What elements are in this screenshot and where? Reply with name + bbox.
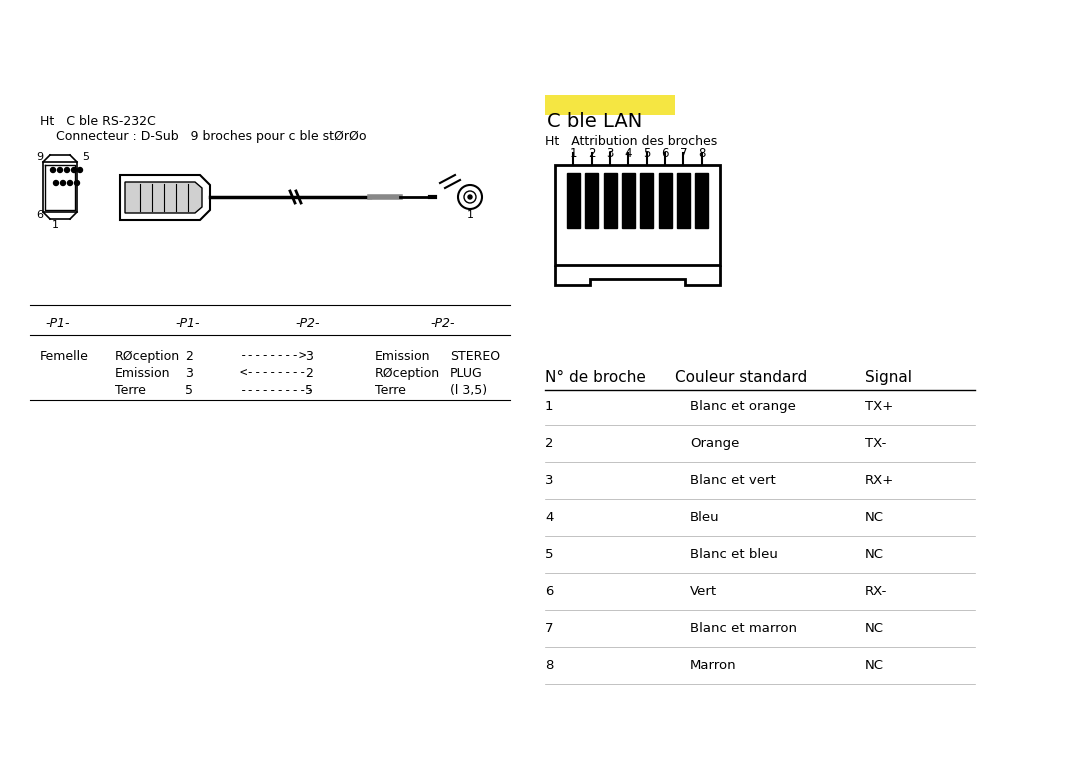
Text: NC: NC <box>865 659 885 672</box>
Text: 7: 7 <box>679 147 687 160</box>
Text: -------->: --------> <box>240 350 308 363</box>
Text: 4: 4 <box>624 147 632 160</box>
Circle shape <box>78 168 82 172</box>
Polygon shape <box>696 173 708 228</box>
Text: Ht   Attribution des broches: Ht Attribution des broches <box>545 135 717 148</box>
Text: -P1-: -P1- <box>45 317 69 330</box>
Text: Signal: Signal <box>865 370 912 385</box>
Text: 5: 5 <box>82 152 89 162</box>
Text: 2: 2 <box>305 367 313 380</box>
Text: Orange: Orange <box>690 437 740 450</box>
Text: 9: 9 <box>36 152 43 162</box>
Polygon shape <box>622 173 635 228</box>
Text: Bleu: Bleu <box>690 511 719 524</box>
Text: RØception: RØception <box>375 367 441 380</box>
Text: ----------: ---------- <box>240 384 315 397</box>
Text: 2: 2 <box>588 147 595 160</box>
Circle shape <box>75 181 80 185</box>
Text: STEREO: STEREO <box>450 350 500 363</box>
Text: 7: 7 <box>545 622 554 635</box>
Text: -P1-: -P1- <box>175 317 200 330</box>
Polygon shape <box>640 173 653 228</box>
Text: Connecteur : D-Sub   9 broches pour c ble stØrØo: Connecteur : D-Sub 9 broches pour c ble … <box>40 130 366 143</box>
FancyBboxPatch shape <box>545 95 675 115</box>
Polygon shape <box>604 173 617 228</box>
Text: 1: 1 <box>52 220 58 230</box>
Text: 8: 8 <box>545 659 553 672</box>
Text: 3: 3 <box>185 367 193 380</box>
Circle shape <box>67 181 72 185</box>
Circle shape <box>60 181 66 185</box>
Text: 1: 1 <box>569 147 577 160</box>
Text: NC: NC <box>865 511 885 524</box>
Polygon shape <box>585 173 598 228</box>
Text: Blanc et orange: Blanc et orange <box>690 400 796 413</box>
Text: -P2-: -P2- <box>430 317 455 330</box>
Polygon shape <box>677 173 690 228</box>
Text: <--------: <-------- <box>240 367 308 380</box>
Text: 4: 4 <box>545 511 553 524</box>
Text: Emission: Emission <box>375 350 431 363</box>
Polygon shape <box>659 173 672 228</box>
Circle shape <box>57 168 63 172</box>
Text: 6: 6 <box>661 147 669 160</box>
Text: 2: 2 <box>545 437 554 450</box>
Text: NC: NC <box>865 548 885 561</box>
Text: (l 3,5): (l 3,5) <box>450 384 487 397</box>
Circle shape <box>71 168 77 172</box>
Circle shape <box>51 168 55 172</box>
Circle shape <box>54 181 58 185</box>
Text: RØception: RØception <box>114 350 180 363</box>
Text: Ht   C ble RS-232C: Ht C ble RS-232C <box>40 115 156 128</box>
Text: Couleur standard: Couleur standard <box>675 370 807 385</box>
Text: 6: 6 <box>545 585 553 598</box>
Circle shape <box>65 168 69 172</box>
Text: 5: 5 <box>305 384 313 397</box>
Text: C ble LAN: C ble LAN <box>546 112 643 131</box>
Text: Vert: Vert <box>690 585 717 598</box>
Text: -P2-: -P2- <box>295 317 320 330</box>
Text: Blanc et bleu: Blanc et bleu <box>690 548 778 561</box>
Text: Terre: Terre <box>114 384 146 397</box>
Text: Blanc et marron: Blanc et marron <box>690 622 797 635</box>
Text: 6: 6 <box>36 210 43 220</box>
Text: 5: 5 <box>185 384 193 397</box>
Text: Marron: Marron <box>690 659 737 672</box>
Text: 2: 2 <box>185 350 193 363</box>
Text: TX+: TX+ <box>865 400 893 413</box>
Text: 1: 1 <box>467 210 473 220</box>
Text: RX+: RX+ <box>865 474 894 487</box>
Text: PLUG: PLUG <box>450 367 483 380</box>
Text: RX-: RX- <box>865 585 888 598</box>
Text: 3: 3 <box>545 474 554 487</box>
Text: Blanc et vert: Blanc et vert <box>690 474 775 487</box>
Polygon shape <box>567 173 580 228</box>
Text: TX-: TX- <box>865 437 887 450</box>
Text: Femelle: Femelle <box>40 350 89 363</box>
Text: 1: 1 <box>545 400 554 413</box>
Text: 3: 3 <box>305 350 313 363</box>
Text: N° de broche: N° de broche <box>545 370 646 385</box>
Text: Emission: Emission <box>114 367 171 380</box>
Text: Terre: Terre <box>375 384 406 397</box>
Text: 3: 3 <box>606 147 613 160</box>
Polygon shape <box>125 182 202 213</box>
Circle shape <box>468 195 472 199</box>
Text: 5: 5 <box>643 147 650 160</box>
Text: 8: 8 <box>698 147 705 160</box>
Text: 5: 5 <box>545 548 554 561</box>
Text: NC: NC <box>865 622 885 635</box>
